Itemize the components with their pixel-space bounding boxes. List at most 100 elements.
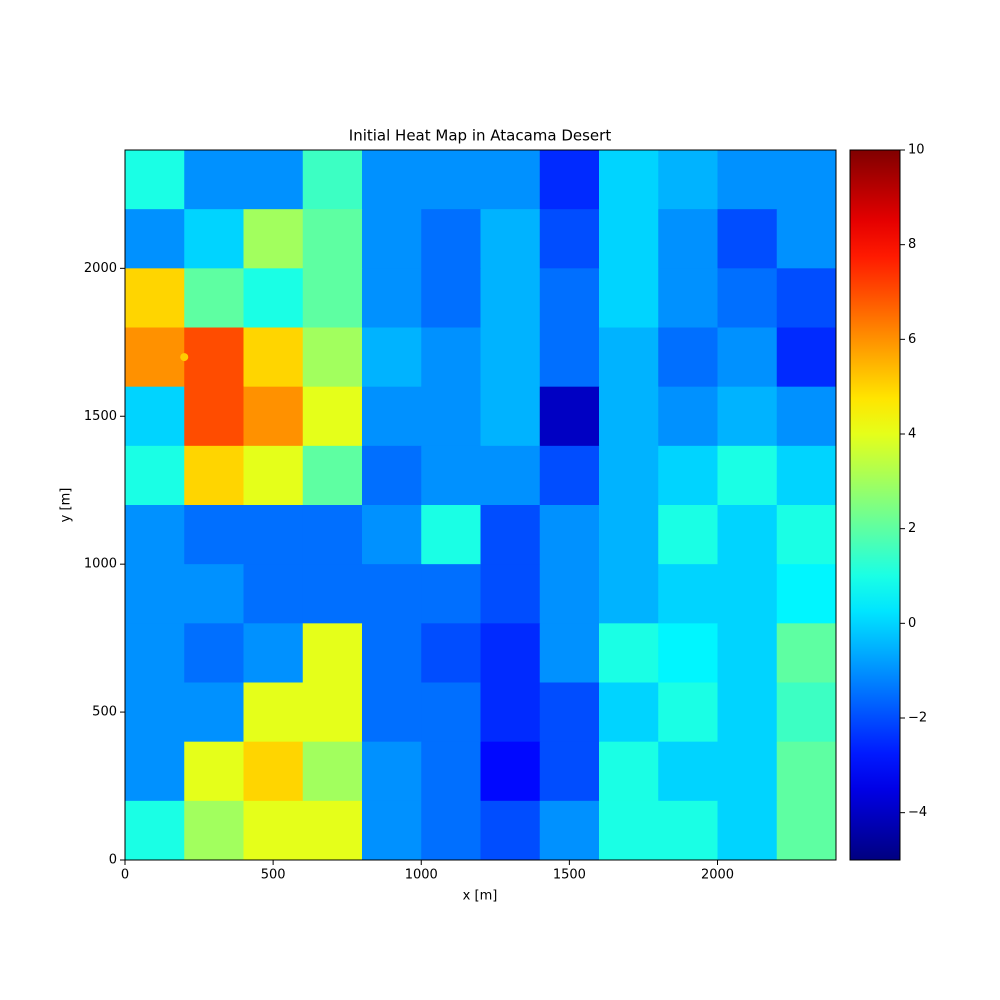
heat-cell xyxy=(776,623,837,683)
heat-cell xyxy=(184,327,244,388)
heat-cell xyxy=(184,682,244,743)
marker-point xyxy=(180,353,189,362)
heat-cell xyxy=(539,386,600,447)
heat-cell xyxy=(421,327,481,388)
heat-cell xyxy=(362,445,422,506)
x-axis-label: x [m] xyxy=(463,889,498,904)
heat-cell xyxy=(302,445,363,506)
heat-cell xyxy=(599,682,659,743)
heat-cell xyxy=(480,209,541,269)
heat-cell xyxy=(125,682,185,743)
heat-cell xyxy=(658,800,718,861)
x-tick-label: 2000 xyxy=(701,868,734,883)
heat-cell xyxy=(362,623,422,683)
heat-cell xyxy=(184,564,244,624)
heat-cell xyxy=(599,800,659,861)
heat-cell xyxy=(776,150,837,210)
heat-cell xyxy=(658,682,718,743)
heat-cell xyxy=(302,268,363,328)
heat-cell xyxy=(362,150,422,210)
heat-cell xyxy=(480,800,541,861)
heat-cell xyxy=(302,386,363,447)
heat-cell xyxy=(776,268,837,328)
heat-cell xyxy=(658,741,718,802)
heat-cell xyxy=(243,682,304,743)
heat-cell xyxy=(539,445,600,506)
x-tick-label: 0 xyxy=(121,868,129,883)
heat-cell xyxy=(302,800,363,861)
heat-cell xyxy=(243,327,304,388)
heat-cell xyxy=(184,150,244,210)
plot-frame xyxy=(124,149,837,861)
colorbar-tick-label: 6 xyxy=(908,332,916,347)
heat-cell xyxy=(480,505,541,565)
heat-cell xyxy=(302,564,363,624)
heat-cell xyxy=(125,268,185,328)
heat-cell xyxy=(539,327,600,388)
heat-cell xyxy=(658,268,718,328)
heat-cell xyxy=(776,327,837,388)
heat-cell xyxy=(539,800,600,861)
heat-cell xyxy=(658,505,718,565)
heat-cell xyxy=(480,682,541,743)
heat-cell xyxy=(717,505,778,565)
heat-cell xyxy=(362,209,422,269)
colorbar-tick-label: −2 xyxy=(908,711,927,726)
heat-cell xyxy=(776,682,837,743)
heat-cell xyxy=(717,564,778,624)
heat-cell xyxy=(539,209,600,269)
heat-cell xyxy=(243,800,304,861)
heat-cell xyxy=(125,505,185,565)
heat-cell xyxy=(539,150,600,210)
heat-cell xyxy=(480,386,541,447)
heat-cell xyxy=(125,623,185,683)
heat-cell xyxy=(125,741,185,802)
heat-cell xyxy=(717,682,778,743)
heat-cell xyxy=(421,564,481,624)
heat-cell xyxy=(421,268,481,328)
heat-cell xyxy=(362,564,422,624)
heat-cell xyxy=(362,800,422,861)
heat-cell xyxy=(302,209,363,269)
heat-cell xyxy=(658,327,718,388)
heat-cell xyxy=(421,209,481,269)
heat-cell xyxy=(243,564,304,624)
heat-cell xyxy=(539,741,600,802)
y-tick-label: 0 xyxy=(109,853,117,868)
y-tick-label: 2000 xyxy=(84,261,117,276)
heat-cell xyxy=(243,445,304,506)
heat-cell xyxy=(184,386,244,447)
heat-cell xyxy=(362,741,422,802)
heat-cell xyxy=(421,445,481,506)
heat-cell xyxy=(539,682,600,743)
heat-cell xyxy=(776,800,837,861)
heat-cell xyxy=(717,445,778,506)
colorbar-tick-label: −4 xyxy=(908,805,927,820)
colorbar-tick-label: 10 xyxy=(908,143,925,158)
heat-cell xyxy=(184,209,244,269)
heat-cell xyxy=(599,150,659,210)
heat-cell xyxy=(480,741,541,802)
heat-cell xyxy=(243,150,304,210)
heat-cell xyxy=(125,564,185,624)
colorbar xyxy=(849,149,901,861)
heat-cell xyxy=(184,268,244,328)
heat-cell xyxy=(125,327,185,388)
y-tick-label: 1000 xyxy=(84,557,117,572)
heat-cell xyxy=(776,445,837,506)
heat-cell xyxy=(362,327,422,388)
heat-cell xyxy=(539,623,600,683)
heat-cell xyxy=(243,623,304,683)
heat-cell xyxy=(599,564,659,624)
heat-cell xyxy=(658,564,718,624)
heat-cell xyxy=(125,386,185,447)
heat-cell xyxy=(717,800,778,861)
heat-cell xyxy=(302,682,363,743)
heat-cell xyxy=(599,505,659,565)
heat-cell xyxy=(658,386,718,447)
x-tick-label: 1000 xyxy=(405,868,438,883)
heat-cell xyxy=(243,268,304,328)
heat-cell xyxy=(184,800,244,861)
heat-cell xyxy=(184,623,244,683)
